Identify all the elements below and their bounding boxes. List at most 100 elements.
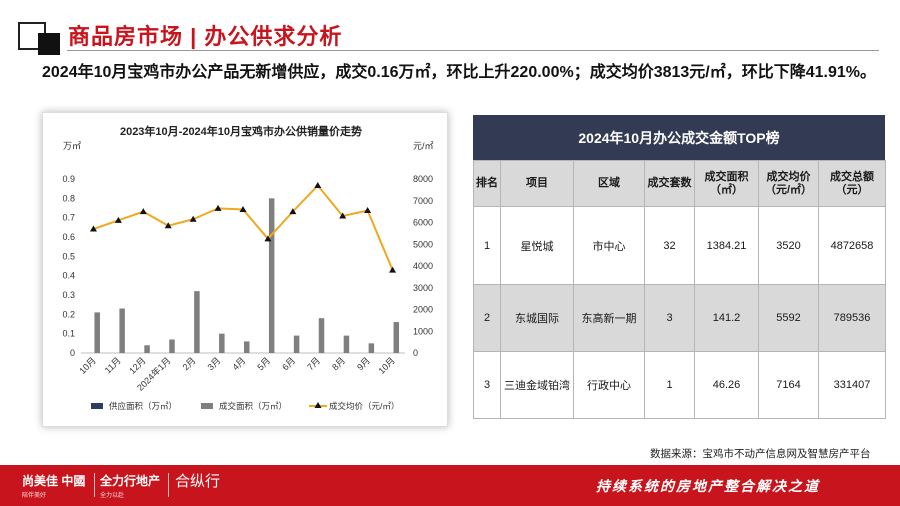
cell-rank: 2 — [473, 284, 501, 352]
cell-units: 32 — [644, 206, 695, 285]
x-axis-tick-label: 8月 — [330, 355, 347, 372]
footer-bar — [0, 465, 900, 506]
legend-label: 成交面积（万㎡） — [219, 401, 287, 411]
footer-brand1-text: 尚美佳 中國 — [22, 474, 86, 488]
cell-region: 行政中心 — [573, 351, 645, 419]
top-list-table: 排名 项目 区域 成交套数 成交面积（㎡） 成交均价（元/㎡） 成交总额（元） … — [473, 160, 886, 419]
x-axis-tick-label: 12月 — [127, 355, 148, 376]
cell-rank: 3 — [473, 351, 501, 419]
left-axis-tick-label: 0.9 — [62, 174, 75, 184]
right-axis-tick-label: 1000 — [413, 326, 433, 336]
chart-card: 2023年10月-2024年10月宝鸡市办公供销量价走势 万㎡ 元/㎡ 0 0.1… — [42, 112, 448, 427]
legend-label: 供应面积（万㎡） — [109, 401, 177, 411]
chart-title: 2023年10月-2024年10月宝鸡市办公供销量价走势 — [120, 124, 362, 138]
deal-area-bar — [293, 335, 300, 353]
avg-price-point — [389, 266, 397, 273]
cell-project: 星悦城 — [500, 206, 574, 285]
avg-price-point — [164, 222, 172, 229]
th-rank: 排名 — [473, 160, 501, 207]
page-title: 商品房市场 | 办公供求分析 — [68, 24, 343, 49]
footer-brand1-sub: 陪伴美好 — [22, 493, 47, 499]
cell-deal-area: 141.2 — [694, 284, 759, 352]
legend-swatch — [201, 403, 213, 409]
th-total: 成交总额（元） — [818, 160, 886, 207]
deal-area-bar — [368, 343, 375, 353]
deal-area-bar — [393, 322, 400, 353]
deal-area-bar — [119, 308, 125, 353]
avg-price-point — [214, 204, 222, 211]
cell-region: 市中心 — [573, 206, 645, 285]
chart-svg: 2023年10月-2024年10月宝鸡市办公供销量价走势 万㎡ 元/㎡ 0 0.1… — [62, 124, 433, 411]
right-axis-tick-label: 3000 — [413, 283, 433, 293]
th-area-region: 区域 — [573, 160, 645, 207]
deal-area-bar — [318, 318, 325, 353]
x-axis-tick-label: 10月 — [77, 355, 98, 376]
avg-price-point — [239, 205, 247, 212]
left-axis-tick-label: 0.6 — [62, 232, 75, 242]
legend-swatch — [91, 403, 103, 409]
cell-avg-price: 5592 — [758, 284, 819, 352]
avg-price-point — [89, 225, 97, 232]
summary-text: 2024年10月宝鸡市办公产品无新增供应，成交0.16万㎡，环比上升220.00… — [42, 64, 877, 81]
left-axis-tick-label: 0.2 — [62, 309, 75, 319]
deal-area-bar — [268, 198, 275, 353]
right-axis-tick-label: 4000 — [413, 261, 433, 271]
avg-price-point — [364, 207, 372, 214]
x-axis-tick-label: 9月 — [355, 355, 372, 372]
x-axis-tick-label: 4月 — [230, 355, 247, 372]
x-axis-tick-label: 10月 — [376, 355, 397, 376]
left-axis-tick-label: 0.4 — [62, 271, 75, 281]
left-axis-tick-label: 0.1 — [62, 329, 75, 339]
header-divider — [67, 50, 879, 51]
avg-price-point — [339, 212, 347, 219]
left-axis-tick-label: 0.5 — [62, 251, 75, 261]
cell-rank: 1 — [473, 206, 501, 285]
chart-left-axis-unit: 万㎡ — [63, 141, 81, 151]
cell-units: 1 — [644, 351, 695, 419]
left-axis-tick-label: 0.3 — [62, 290, 75, 300]
cell-project: 三迪金域铂湾 — [500, 351, 574, 419]
legend-label: 成交均价（元/㎡） — [329, 401, 399, 411]
th-units: 成交套数 — [644, 160, 695, 207]
th-project: 项目 — [500, 160, 574, 207]
footer-logo-hezongxing: 合纵行 — [175, 473, 221, 490]
left-axis-tick-label: 0 — [70, 348, 75, 358]
x-axis-tick-label: 7月 — [305, 355, 322, 372]
deal-area-bar — [244, 341, 250, 353]
right-axis-tick-label: 6000 — [413, 218, 433, 228]
footer-brand2-text: 全力行地产 — [100, 474, 161, 488]
deal-area-bar — [94, 312, 100, 353]
header-square-filled — [38, 33, 60, 55]
left-axis-tick-label: 0.7 — [62, 213, 75, 223]
avg-price-line — [93, 184, 394, 271]
legend-marker — [314, 402, 322, 408]
deal-area-bar — [169, 339, 175, 353]
avg-price-point — [289, 208, 297, 215]
avg-price-point — [189, 215, 197, 222]
x-axis-tick-label: 2月 — [181, 355, 198, 372]
cell-avg-price: 7164 — [758, 351, 819, 419]
top-list-panel: 2024年10月办公成交金额TOP榜 排名 项目 区域 成交套数 成交面积（㎡）… — [473, 115, 886, 419]
th-deal-area: 成交面积（㎡） — [694, 160, 759, 207]
deal-area-bar — [144, 345, 150, 353]
top-list-title: 2024年10月办公成交金额TOP榜 — [473, 115, 885, 160]
footer-separator — [94, 473, 95, 497]
table-row: 1 星悦城 市中心 32 1384.21 3520 4872658 — [473, 206, 886, 285]
cell-units: 3 — [644, 284, 695, 352]
cell-deal-area: 1384.21 — [694, 206, 759, 285]
deal-area-bar — [343, 335, 350, 353]
x-axis-tick-label: 5月 — [255, 355, 272, 372]
right-axis-tick-label: 8000 — [413, 174, 433, 184]
x-axis-tick-label: 11月 — [103, 355, 123, 375]
avg-price-point — [139, 208, 147, 215]
table-row: 3 三迪金域铂湾 行政中心 1 46.26 7164 331407 — [473, 351, 886, 419]
avg-price-point — [264, 235, 272, 242]
cell-region: 东高新一期 — [573, 284, 645, 352]
deal-area-bar — [194, 291, 200, 353]
data-source-note: 数据来源：宝鸡市不动产信息网及智慧房产平台 — [650, 448, 871, 460]
right-axis-tick-label: 2000 — [413, 305, 433, 315]
footer-brand2-sub: 全力以赴 — [100, 493, 125, 499]
cell-project: 东城国际 — [500, 284, 574, 352]
right-axis-tick-label: 5000 — [413, 239, 433, 249]
footer-logo-quanlixing: 全力行地产 全力以赴 — [100, 472, 160, 499]
